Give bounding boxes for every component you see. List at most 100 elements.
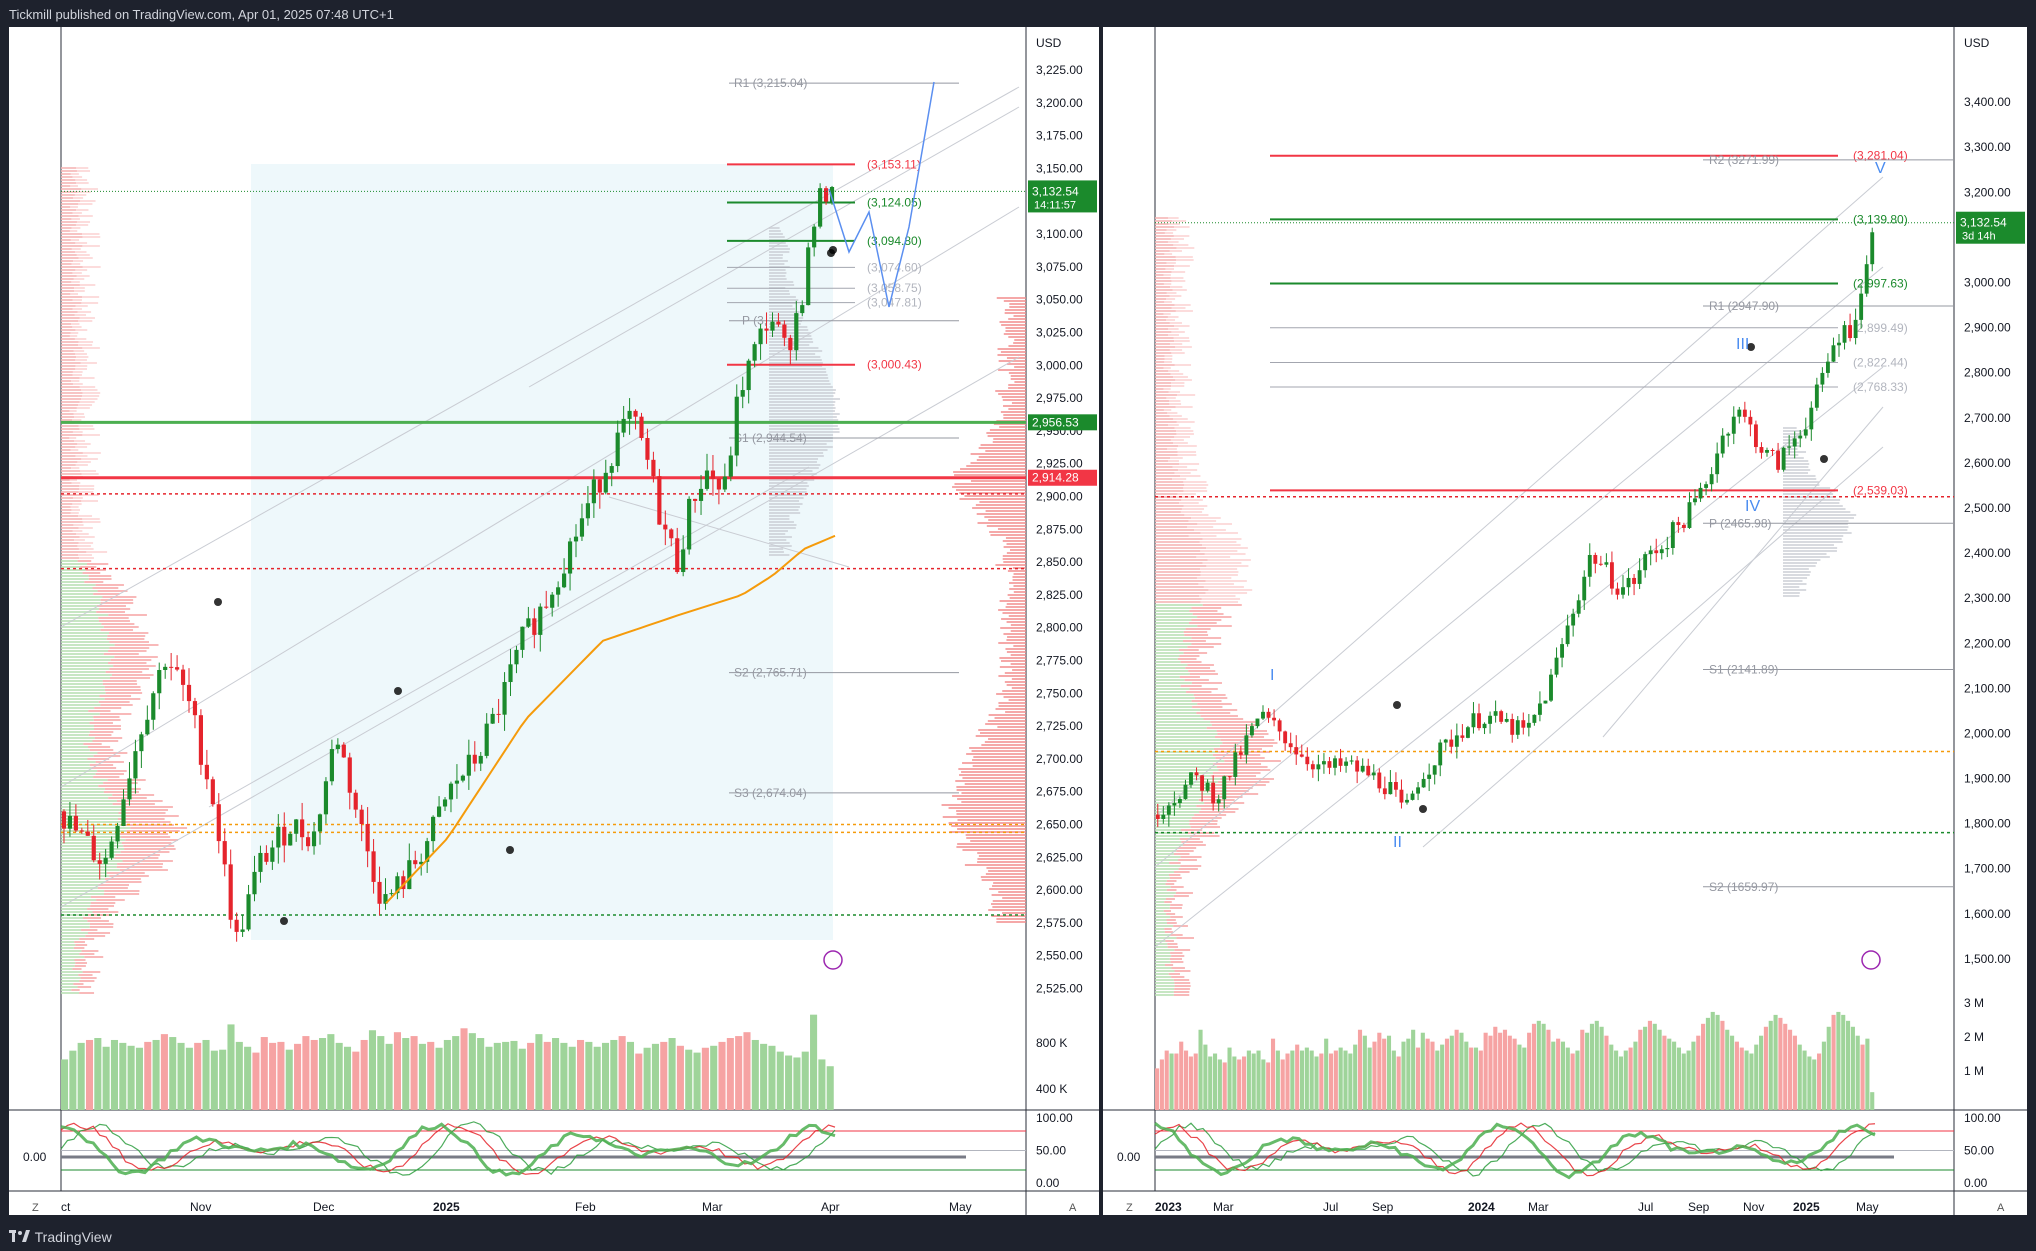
left-chart-svg[interactable]: (3,153.11)(3,124.05)(3,094.80)(3,074.60)… (9, 27, 1099, 1215)
session-volume-profile-bar (769, 278, 787, 280)
volume-profile-bar-left (1202, 538, 1242, 540)
session-volume-profile-bar (1783, 493, 1834, 495)
volume-bar (1821, 1041, 1826, 1110)
chart-background (1103, 27, 2027, 1215)
volume-profile-bar-left (88, 710, 111, 712)
session-volume-profile-bar (769, 305, 793, 307)
candle-up (109, 841, 114, 858)
candle-down (1299, 754, 1304, 757)
volume-profile-bar-left (1168, 874, 1181, 876)
volume-profile-bar-left (119, 833, 169, 835)
volume-profile-bar-left (102, 680, 137, 682)
auto-scale-button[interactable]: A (1069, 1202, 1077, 1214)
session-volume-profile-bar (769, 368, 826, 370)
volume-bar (1435, 1050, 1440, 1110)
session-volume-profile-bar (769, 269, 786, 271)
volume-profile-bar-left (78, 548, 94, 550)
candle-down (186, 684, 192, 702)
volume-profile-bar-left (61, 425, 79, 427)
volume-profile-bar-left (1170, 916, 1183, 918)
volume-profile-bar-right (953, 471, 1026, 473)
session-volume-profile-bar (1783, 562, 1817, 564)
volume-profile-bar-left (61, 590, 98, 592)
volume-bar (726, 1038, 734, 1110)
volume-profile-bar-left (1155, 985, 1175, 987)
volume-profile-bar-left (1155, 658, 1178, 660)
volume-profile-bar-left (61, 548, 79, 550)
candle-down (79, 830, 84, 832)
auto-scale-button[interactable]: A (1997, 1202, 2005, 1214)
price-axis-label: 2,900.00 (1964, 321, 2011, 335)
volume-bar (1232, 1056, 1237, 1110)
price-level-label: (3,094.80) (867, 234, 922, 248)
volume-profile-bar-left (1200, 532, 1238, 534)
left-chart-panel[interactable]: (3,153.11) (3,124.05) (3,094.80) (3,074.60)… (9, 27, 1099, 1215)
volume-profile-bar-left (61, 284, 80, 286)
volume-profile-bar-left (61, 614, 109, 616)
right-chart-panel[interactable]: (3,281.04) (3,139.80) (2,997.63) (2,899.49)… (1103, 27, 2027, 1215)
session-volume-profile-bar (1783, 454, 1799, 456)
candle-up (1405, 799, 1409, 803)
volume-profile-bar-left (1155, 517, 1192, 519)
volume-profile-bar-left (78, 404, 93, 406)
volume-profile-bar-left (61, 224, 76, 226)
volume-profile-bar-left (1155, 805, 1197, 807)
tradingview-brand[interactable]: TradingView (9, 1228, 112, 1245)
volume-bar (760, 1043, 768, 1110)
volume-profile-bar-left (87, 908, 109, 910)
volume-profile-bar-left (1167, 412, 1178, 414)
volume-bar (169, 1037, 177, 1110)
volume-profile-bar-left (81, 494, 99, 496)
volume-profile-bar-left (1155, 583, 1199, 585)
volume-profile-bar-left (72, 497, 83, 499)
volume-profile-bar-left (61, 611, 97, 613)
volume-profile-bar-left (61, 728, 94, 730)
time-zone-button[interactable]: Z (32, 1202, 39, 1214)
volume-profile-bar-right (970, 480, 1026, 482)
candle-up (1820, 372, 1825, 385)
oscillator-axis-label: 0.00 (1964, 1176, 1988, 1190)
price-level-label: (2,539.03) (1853, 483, 1908, 497)
volume-profile-bar-left (1166, 919, 1176, 921)
candle-up (1465, 727, 1470, 738)
volume-profile-bar-left (61, 317, 80, 319)
candle-down (61, 811, 67, 829)
time-zone-button[interactable]: Z (1126, 1202, 1133, 1214)
volume-profile-bar-right (1007, 636, 1026, 638)
session-volume-profile-bar (769, 467, 819, 469)
volume-profile-bar-left (61, 236, 83, 238)
volume-bar (277, 1041, 285, 1110)
volume-profile-bar-left (1169, 403, 1182, 405)
volume-profile-bar-left (1164, 358, 1173, 360)
candle-down (1366, 765, 1371, 776)
volume-profile-bar-left (73, 260, 84, 262)
volume-bar (402, 1038, 410, 1110)
volume-profile-bar-left (1155, 907, 1170, 909)
volume-profile-bar-left (72, 212, 82, 214)
volume-profile-bar-left (61, 167, 76, 169)
alert-flash-icon[interactable] (823, 950, 843, 970)
volume-profile-bar-right (977, 861, 1026, 863)
volume-profile-bar-left (1198, 583, 1234, 585)
volume-profile-bar-left (79, 980, 95, 982)
signal-dot (1419, 805, 1427, 813)
volume-profile-bar-left (97, 770, 127, 772)
alert-flash-icon[interactable] (1861, 950, 1881, 970)
signal-dot (1393, 701, 1401, 709)
candle-down (663, 524, 668, 530)
volume-profile-bar-left (1173, 244, 1189, 246)
session-volume-profile-bar (769, 365, 823, 367)
candle-up (311, 831, 317, 847)
volume-profile-bar-left (1164, 301, 1172, 303)
volume-profile-bar-left (61, 314, 75, 316)
session-volume-profile-bar (769, 473, 817, 475)
price-level-label: (2,822.44) (1853, 356, 1908, 370)
candle-down (716, 478, 721, 490)
right-chart-svg[interactable]: (3,281.04)(3,139.80)(2,997.63)(2,899.49)… (1103, 27, 2027, 1215)
volume-profile-bar-right (976, 513, 1026, 515)
session-volume-profile-bar (1783, 499, 1841, 501)
volume-profile-bar-left (1218, 751, 1270, 753)
volume-profile-bar-left (61, 521, 83, 523)
volume-profile-bar-left (61, 326, 73, 328)
volume-bar (1464, 1041, 1469, 1110)
